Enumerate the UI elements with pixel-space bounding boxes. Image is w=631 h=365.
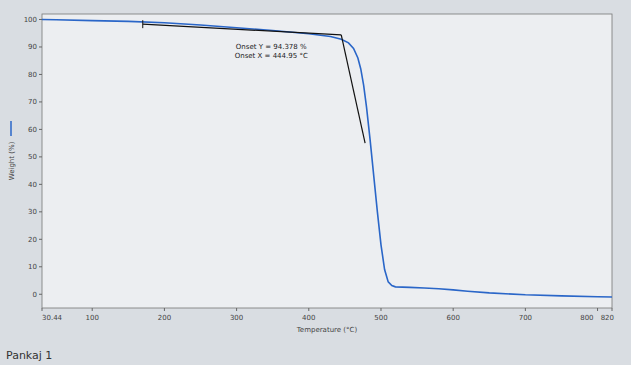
y-tick (39, 184, 42, 185)
y-tick-label: 0 (33, 291, 37, 299)
x-tick (92, 308, 93, 311)
background (0, 0, 631, 365)
y-tick-label: 30 (28, 208, 37, 216)
caption: Pankaj 1 (6, 349, 52, 362)
x-tick (236, 308, 237, 311)
y-tick-label: 70 (28, 98, 37, 106)
x-tick (42, 308, 43, 311)
x-tick (525, 308, 526, 311)
y-tick (39, 211, 42, 212)
x-tick-label: 100 (86, 314, 99, 322)
y-tick-label: 40 (28, 181, 37, 189)
x-tick (380, 308, 381, 311)
x-tick (612, 308, 613, 311)
y-tick-label: 50 (28, 153, 37, 161)
x-tick-label: 200 (158, 314, 171, 322)
onset-tangent (143, 24, 341, 35)
y-tick-label: 10 (28, 263, 37, 271)
chart: 30.44 100 200 300 400 500 600 700 800 820 0 10 20 30 4… (0, 0, 631, 365)
x-tick-label: 30.44 (42, 314, 63, 322)
plot-area (42, 14, 612, 308)
y-tick-label: 60 (28, 126, 37, 134)
y-label-swatch (10, 121, 12, 136)
y-tick-label: 100 (24, 16, 37, 24)
y-tick (39, 239, 42, 240)
y-tick (39, 156, 42, 157)
y-tick-label: 90 (28, 43, 37, 51)
y-tick (39, 46, 42, 47)
weight-curve (42, 20, 612, 298)
x-tick-label: 600 (446, 314, 459, 322)
y-tick-label: 20 (28, 236, 37, 244)
tangent-start-mark (142, 20, 143, 28)
x-tick-label: 300 (230, 314, 243, 322)
y-tick (39, 19, 42, 20)
annotation: Onset X = 444.95 °C (235, 52, 308, 60)
x-tick-label: 700 (519, 314, 532, 322)
x-tick (453, 308, 454, 311)
x-tick (308, 308, 309, 311)
y-axis-label: Weight (%) (8, 141, 16, 180)
x-tick-label: 500 (374, 314, 387, 322)
y-tick (39, 294, 42, 295)
x-axis-label: Temperature (°C) (296, 326, 358, 334)
y-tick (39, 74, 42, 75)
x-tick (597, 308, 598, 311)
x-tick-label: 820 (601, 314, 614, 322)
y-tick (39, 266, 42, 267)
x-tick (164, 308, 165, 311)
y-tick (39, 129, 42, 130)
y-tick-label: 80 (28, 71, 37, 79)
y-tick (39, 101, 42, 102)
annotation: Onset Y = 94.378 % (236, 43, 307, 51)
plot-frame (42, 14, 612, 308)
x-tick-label: 800 (580, 314, 593, 322)
onset-tangent (341, 35, 365, 143)
series-group (42, 20, 612, 298)
x-tick-label: 400 (302, 314, 315, 322)
